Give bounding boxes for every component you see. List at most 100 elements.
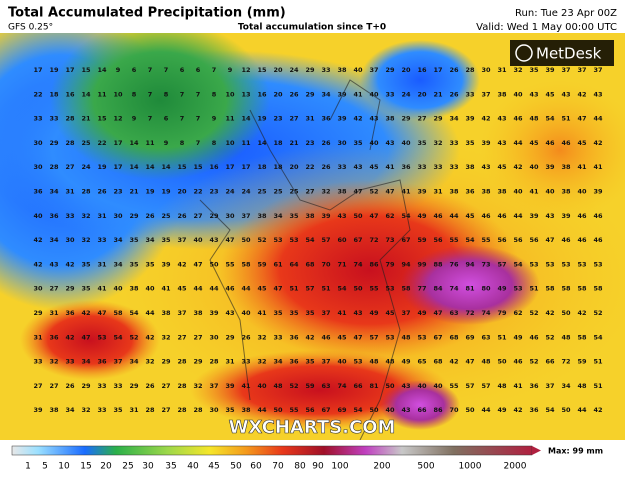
grid-value: 79 xyxy=(385,260,395,268)
grid-value: 29 xyxy=(305,90,315,98)
grid-value: 68 xyxy=(305,260,315,268)
grid-value: 52 xyxy=(289,382,298,390)
grid-value: 47 xyxy=(369,212,378,220)
colorbar-labels: 1 5 10 15 20 25 30 35 40 45 50 60 70 80 90 100 200 500 100… xyxy=(25,462,527,472)
grid-value: 45 xyxy=(177,285,187,293)
grid-value: 28 xyxy=(177,406,187,414)
grid-value: 35 xyxy=(129,236,139,244)
grid-value: 53 xyxy=(353,358,362,366)
colorbar xyxy=(11,445,533,456)
grid-value: 54 xyxy=(337,285,347,293)
grid-value: 80 xyxy=(481,285,491,293)
grid-value: 28 xyxy=(209,358,219,366)
grid-value: 17 xyxy=(433,66,442,74)
grid-value: 14 xyxy=(241,115,251,123)
grid-value: 35 xyxy=(289,212,299,220)
logo-box xyxy=(510,40,614,66)
grid-value: 23 xyxy=(209,188,218,196)
grid-value: 37 xyxy=(401,309,410,317)
grid-value: 86 xyxy=(369,260,379,268)
grid-value: 26 xyxy=(449,66,459,74)
grid-value: 30 xyxy=(209,333,219,341)
grid-value: 63 xyxy=(481,333,490,341)
grid-value: 29 xyxy=(49,139,59,147)
grid-value: 7 xyxy=(180,115,185,123)
grid-value: 63 xyxy=(449,309,458,317)
grid-value: 38 xyxy=(161,309,171,317)
grid-value: 19 xyxy=(97,163,107,171)
grid-value: 42 xyxy=(353,115,362,123)
grid-value: 43 xyxy=(49,260,58,268)
colorbar-label: 40 xyxy=(187,462,199,472)
grid-value: 57 xyxy=(481,382,490,390)
grid-value: 43 xyxy=(561,90,570,98)
grid-value: 23 xyxy=(305,139,314,147)
run-info: Run: Tue 23 Apr 00Z xyxy=(515,8,617,19)
grid-value: 42 xyxy=(593,139,602,147)
grid-value: 50 xyxy=(273,406,283,414)
grid-value: 46 xyxy=(577,212,587,220)
grid-value: 38 xyxy=(193,309,203,317)
grid-value: 37 xyxy=(369,66,378,74)
grid-value: 46 xyxy=(497,212,507,220)
grid-value: 30 xyxy=(337,139,347,147)
grid-value: 21 xyxy=(433,90,443,98)
grid-value: 37 xyxy=(577,66,586,74)
grid-value: 24 xyxy=(401,90,411,98)
grid-value: 39 xyxy=(545,66,555,74)
grid-value: 37 xyxy=(593,66,602,74)
grid-value: 42 xyxy=(577,90,586,98)
grid-value: 36 xyxy=(401,163,411,171)
grid-value: 34 xyxy=(49,236,59,244)
grid-value: 52 xyxy=(257,236,266,244)
colorbar-label: 100 xyxy=(331,462,348,472)
grid-value: 73 xyxy=(385,236,394,244)
grid-value: 54 xyxy=(593,333,603,341)
grid-value: 37 xyxy=(241,212,250,220)
grid-value: 59 xyxy=(417,236,427,244)
grid-value: 26 xyxy=(289,90,299,98)
grid-value: 46 xyxy=(593,212,603,220)
grid-value: 49 xyxy=(369,309,379,317)
grid-value: 31 xyxy=(497,66,507,74)
grid-value: 47 xyxy=(273,285,282,293)
grid-value: 51 xyxy=(289,285,299,293)
grid-value: 7 xyxy=(196,139,201,147)
grid-value: 42 xyxy=(145,333,154,341)
grid-value: 29 xyxy=(193,358,203,366)
grid-value: 33 xyxy=(49,115,58,123)
grid-value: 42 xyxy=(545,309,554,317)
grid-value: 63 xyxy=(321,382,330,390)
grid-value: 26 xyxy=(177,212,187,220)
grid-value: 27 xyxy=(193,212,202,220)
grid-value: 35 xyxy=(353,139,363,147)
grid-value: 69 xyxy=(465,333,475,341)
grid-value: 42 xyxy=(593,406,602,414)
grid-value: 28 xyxy=(49,163,59,171)
grid-value: 59 xyxy=(305,382,315,390)
grid-value: 44 xyxy=(241,285,251,293)
grid-value: 56 xyxy=(529,236,539,244)
grid-value: 84 xyxy=(433,285,443,293)
grid-value: 33 xyxy=(385,90,394,98)
grid-value: 7 xyxy=(212,66,217,74)
grid-value: 36 xyxy=(49,212,59,220)
grid-value: 62 xyxy=(513,309,522,317)
grid-value: 40 xyxy=(257,382,267,390)
grid-value: 33 xyxy=(417,163,426,171)
grid-value: 40 xyxy=(337,358,347,366)
grid-value: 44 xyxy=(513,139,523,147)
grid-value: 50 xyxy=(385,382,395,390)
grid-value: 43 xyxy=(497,115,506,123)
grid-value: 42 xyxy=(33,236,42,244)
grid-value: 45 xyxy=(577,139,587,147)
grid-value: 46 xyxy=(577,236,587,244)
grid-value: 26 xyxy=(97,188,107,196)
grid-value: 81 xyxy=(369,382,379,390)
grid-value: 46 xyxy=(513,358,523,366)
grid-value: 8 xyxy=(180,139,185,147)
grid-value: 39 xyxy=(337,90,347,98)
grid-value: 53 xyxy=(385,285,394,293)
grid-value: 38 xyxy=(385,115,395,123)
grid-value: 27 xyxy=(177,333,186,341)
